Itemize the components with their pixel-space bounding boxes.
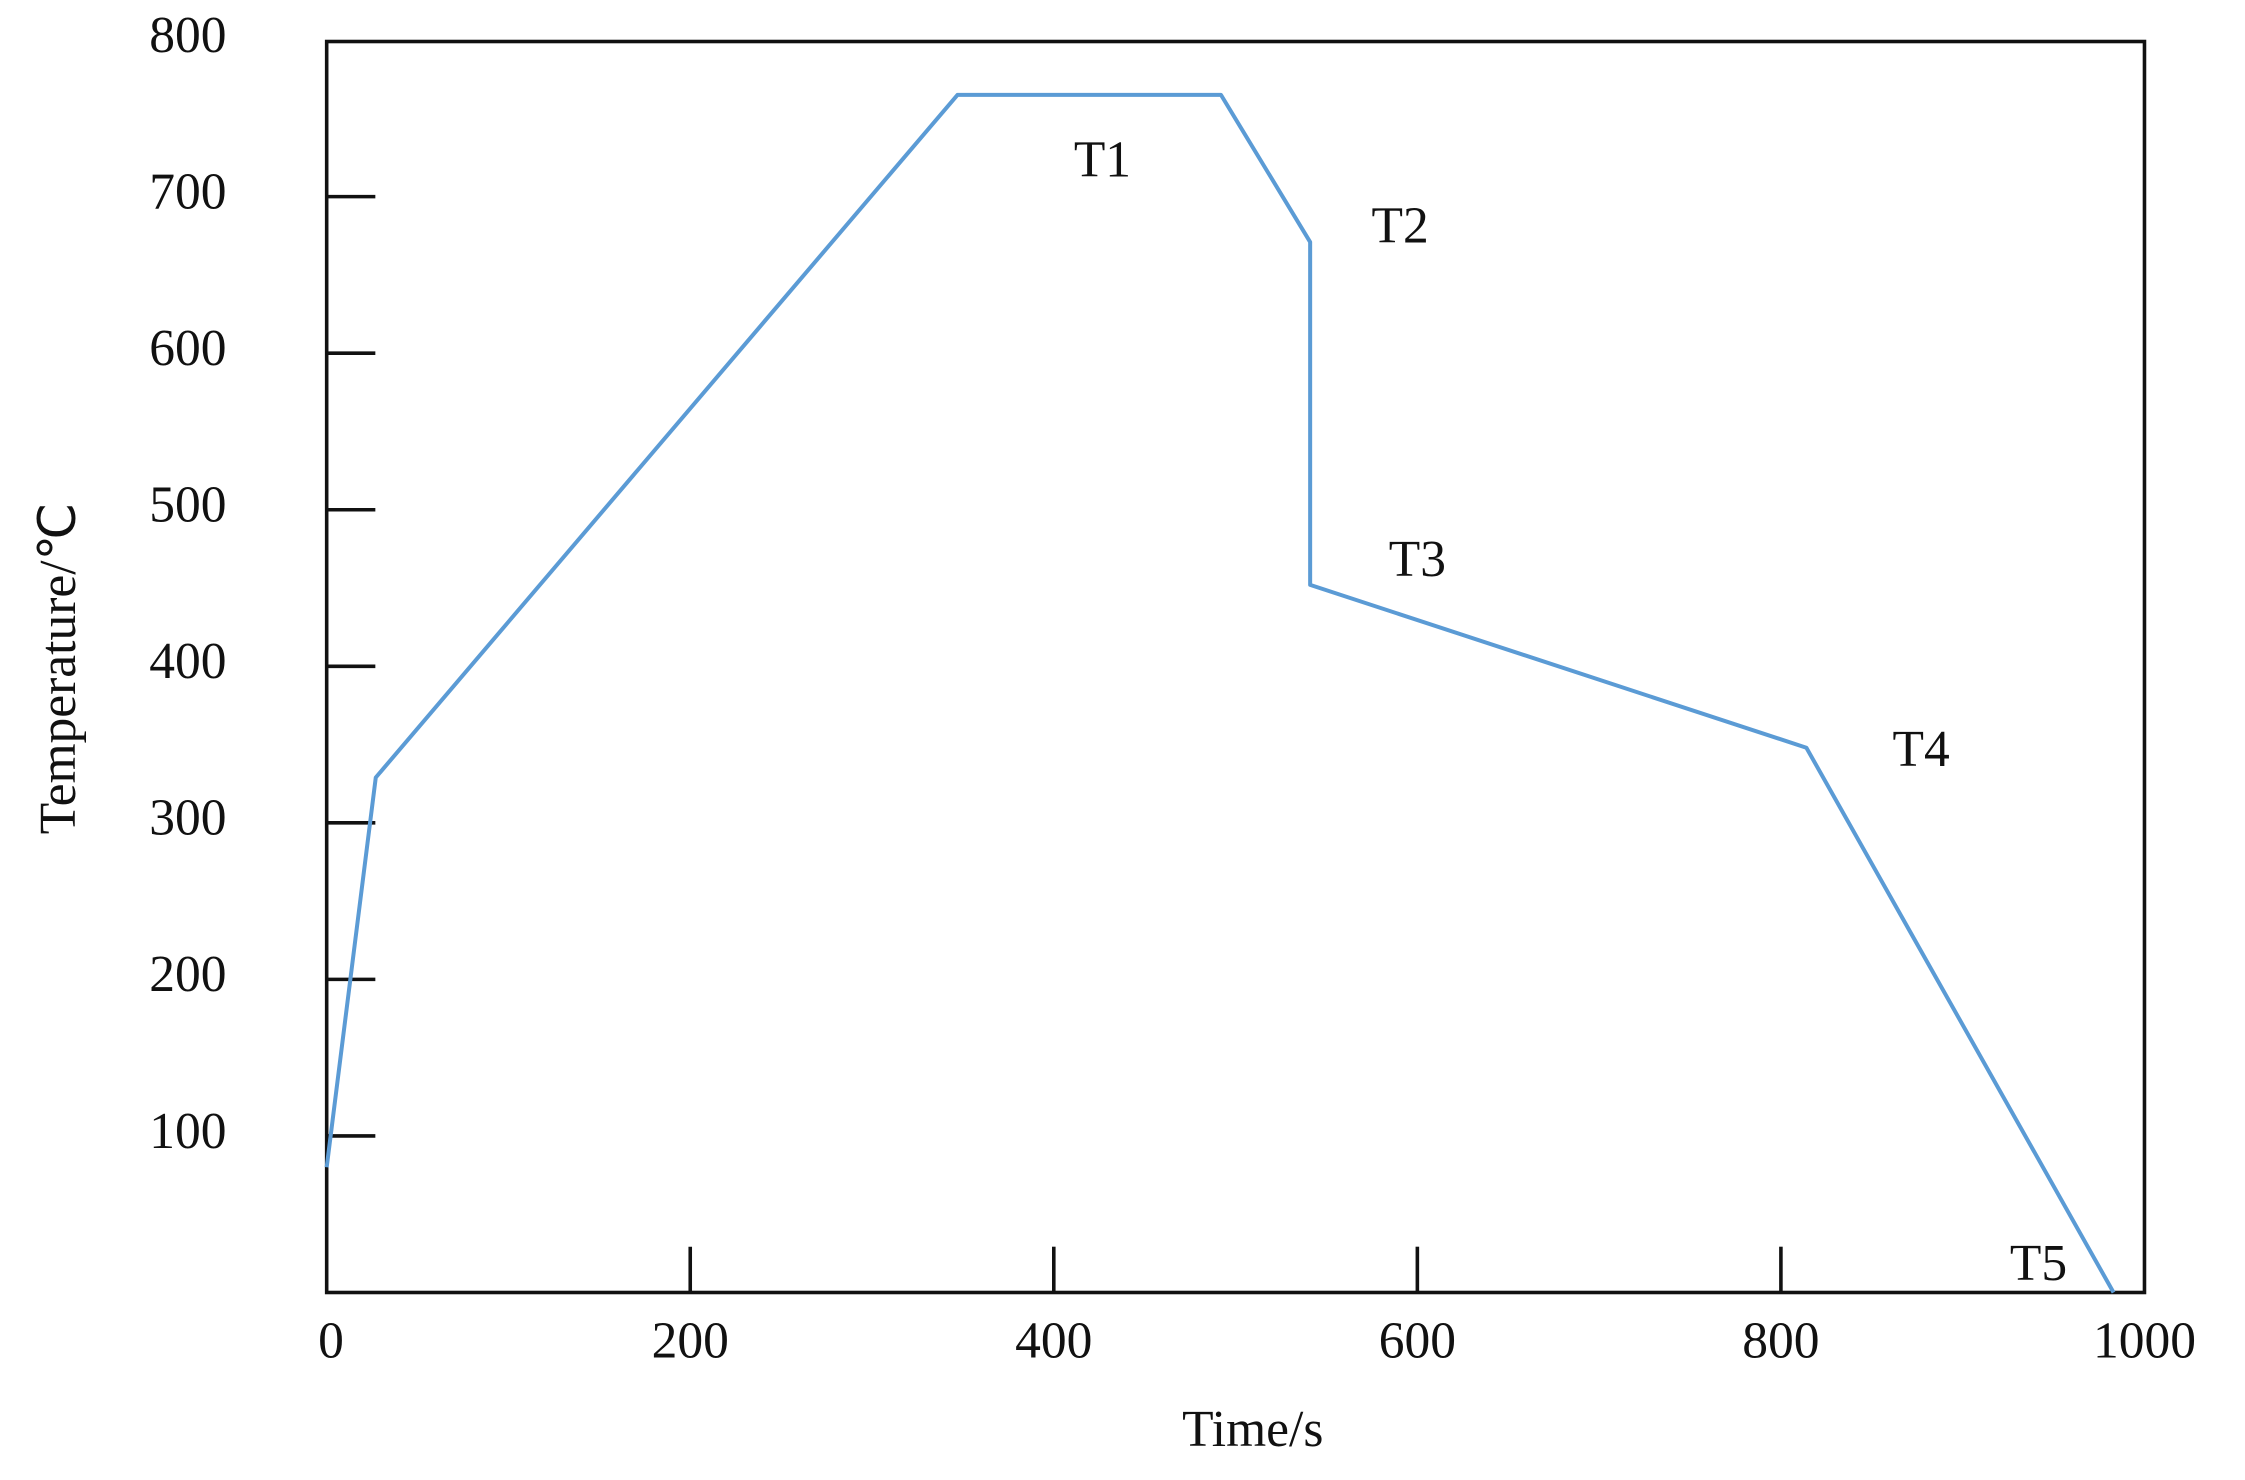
y-tick-label: 500 [149,477,226,534]
data-line [324,92,2116,1294]
annotation: T5 [2010,1235,2067,1292]
x-tick-label: 0 [318,1312,344,1369]
annotation: T1 [1074,131,1131,188]
annotation: T4 [1893,721,1950,778]
x-axis-label: Time/s [1182,1401,1323,1458]
plot-frame [324,39,2147,1295]
y-tick-label: 600 [149,320,226,377]
x-tick-label: 1000 [2093,1312,2196,1369]
y-tick-label: 700 [149,163,226,220]
y-tick-label: 100 [149,1103,226,1160]
x-tick-label: 800 [1742,1312,1819,1369]
annotation: T3 [1389,531,1446,588]
x-tick-label: 600 [1379,1312,1456,1369]
y-tick-label: 200 [149,946,226,1003]
x-tick-label: 200 [652,1312,729,1369]
y-tick-label: 800 [149,7,226,64]
y-tick-label: 400 [149,633,226,690]
y-tick-label: 300 [149,790,226,847]
annotation: T2 [1372,197,1429,254]
x-tick-label: 400 [1015,1312,1092,1369]
y-axis-label: Temperature/℃ [30,503,87,835]
